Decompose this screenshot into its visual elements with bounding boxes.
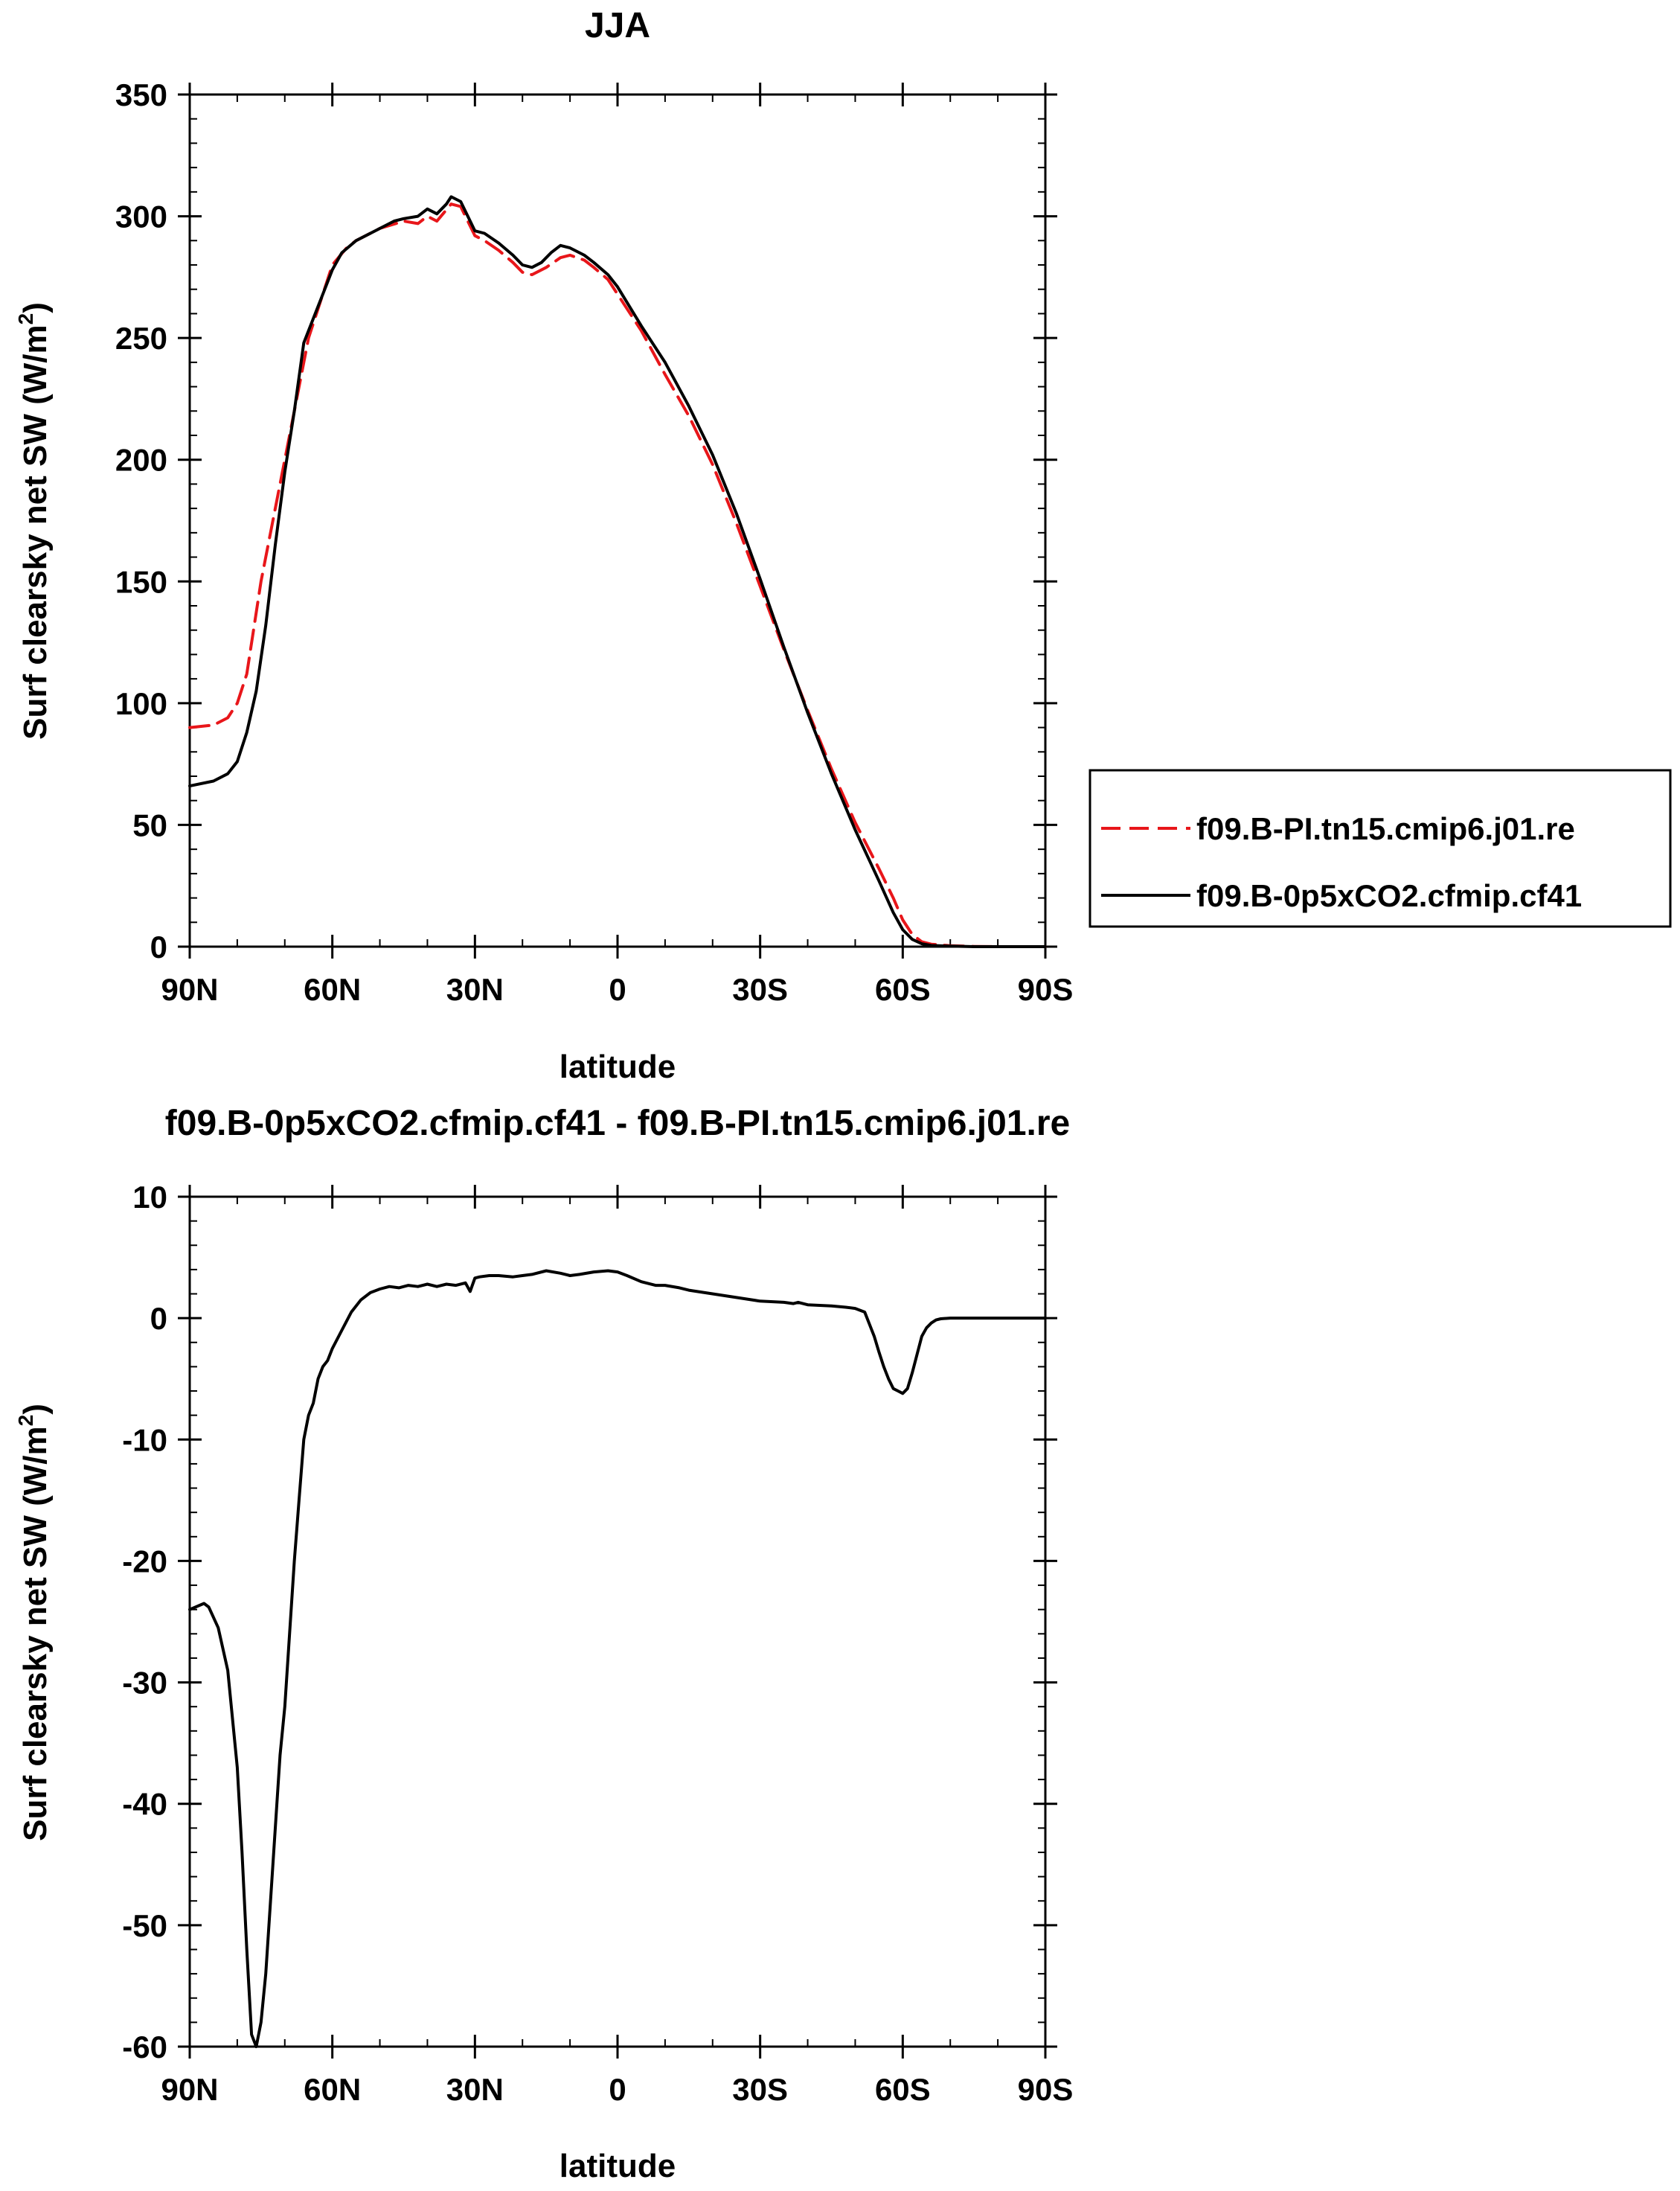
top-y-tick-label: 300 [115,199,167,234]
bottom-chart: f09.B-0p5xCO2.cfmip.cf41 - f09.B-PI.tn15… [14,1104,1073,2184]
legend-label-series-1: f09.B-PI.tn15.cmip6.j01.re [1196,811,1575,846]
legend: f09.B-PI.tn15.cmip6.j01.re f09.B-0p5xCO2… [1089,769,1672,928]
bottom-y-axis-label-main: Surf clearsky net SW (W/m [17,1426,54,1840]
top-y-tick-label: 250 [115,321,167,356]
top-x-tick-label: 60N [304,972,361,1007]
top-y-tick-label: 100 [115,686,167,721]
bottom-y-tick-label: 0 [150,1301,167,1336]
bottom-y-tick-label: -10 [122,1422,167,1457]
legend-label-series-2: f09.B-0p5xCO2.cfmip.cf41 [1196,878,1582,913]
bottom-x-axis-label: latitude [560,2148,676,2184]
top-x-tick-label: 0 [609,972,626,1007]
top-x-tick-label: 90N [161,972,218,1007]
legend-box [1089,769,1672,928]
bottom-y-tick-label: -60 [122,2030,167,2064]
bottom-x-tick-label: 30S [732,2072,788,2107]
bottom-y-tick-label: -20 [122,1544,167,1579]
top-chart-title: JJA [585,6,650,45]
top-y-axis-label: Surf clearsky net SW (W/m2) [14,302,54,740]
bottom-chart-title: f09.B-0p5xCO2.cfmip.cf41 - f09.B-PI.tn15… [165,1104,1070,1143]
bottom-x-tick-label: 60N [304,2072,361,2107]
top-series-line-2 [188,195,1047,948]
bottom-y-tick-label: -30 [122,1666,167,1701]
top-x-tick-label: 90S [1018,972,1074,1007]
top-y-axis-label-main: Surf clearsky net SW (W/m [17,324,54,739]
top-y-tick-label: 200 [115,443,167,478]
bottom-y-tick-label: -50 [122,1908,167,1943]
top-y-tick-label: 350 [115,77,167,112]
bottom-y-axis-label-close: ) [17,1404,54,1415]
bottom-y-axis-label-sup: 2 [14,1415,37,1427]
bottom-series-line-1 [188,1269,1047,2048]
top-x-tick-label: 30S [732,972,788,1007]
top-y-tick-label: 0 [150,930,167,965]
top-series-line-1 [188,202,1047,948]
top-y-axis-label-sup: 2 [14,313,37,325]
bottom-x-tick-label: 90N [161,2072,218,2107]
top-x-tick-label: 30N [446,972,504,1007]
bottom-x-tick-label: 90S [1018,2072,1074,2107]
bottom-x-tick-label: 60S [875,2072,931,2107]
top-y-tick-label: 150 [115,564,167,599]
top-x-tick-label: 60S [875,972,931,1007]
top-plot-frame [188,93,1047,948]
bottom-y-tick-label: 10 [132,1180,167,1215]
bottom-y-tick-label: -40 [122,1787,167,1822]
top-chart: JJA 90N 60N 30N 0 30S 60S 90S 0 50 100 150 200 250 30… [14,6,1073,1085]
bottom-y-axis-label: Surf clearsky net SW (W/m2) [14,1404,54,1841]
bottom-plot-frame [188,1195,1047,2048]
top-y-axis-label-close: ) [17,302,54,313]
top-x-axis-label: latitude [560,1049,676,1085]
top-y-tick-label: 50 [132,807,167,842]
bottom-x-tick-label: 0 [609,2072,626,2107]
bottom-x-tick-label: 30N [446,2072,504,2107]
